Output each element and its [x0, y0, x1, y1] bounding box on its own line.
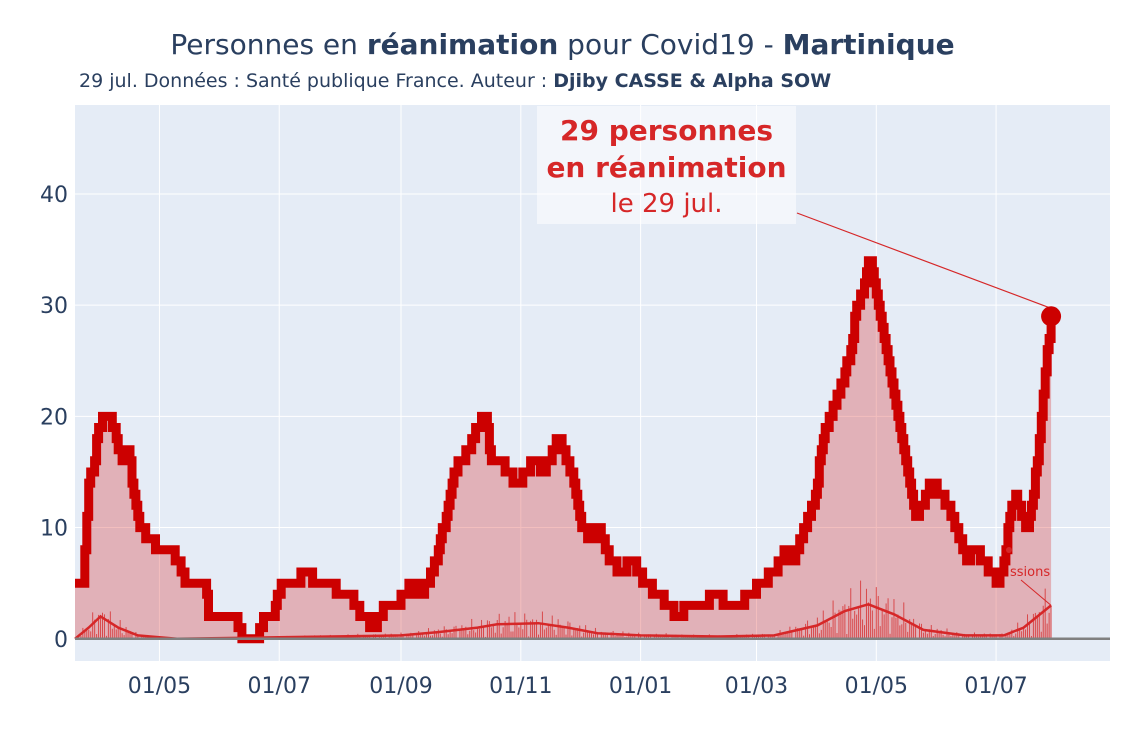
callout-line-2: en réanimation — [546, 151, 787, 184]
y-tick-label: 10 — [40, 517, 68, 542]
y-tick-label: 40 — [40, 183, 68, 208]
subtitle-authors: Djiby CASSE & Alpha SOW — [553, 70, 832, 92]
x-tick-label: 01/09 — [369, 674, 432, 699]
callout-line-3: le 29 jul. — [610, 189, 723, 219]
last-point-marker — [1041, 306, 1062, 327]
chart-title: Personnes en réanimation pour Covid19 - … — [0, 28, 1125, 61]
x-tick-label: 01/07 — [964, 674, 1027, 699]
x-tick-label: 01/11 — [489, 674, 552, 699]
x-tick-label: 01/01 — [609, 674, 672, 699]
callout-line-1: 29 personnes — [560, 114, 773, 147]
x-tick-label: 01/03 — [725, 674, 788, 699]
title-bold-part: réanimation — [366, 28, 559, 61]
chart-subtitle: 29 jul. Données : Santé publique France.… — [79, 70, 831, 92]
y-tick-label: 20 — [40, 405, 68, 430]
x-tick-label: 01/07 — [248, 674, 311, 699]
y-tick-label: 0 — [54, 628, 68, 653]
title-part: pour Covid19 - — [558, 28, 783, 61]
admissions-leader-line — [1020, 579, 1052, 606]
x-tick-label: 01/05 — [845, 674, 908, 699]
y-axis-ticks: 0 10 20 30 40 — [40, 183, 68, 653]
subtitle-source: 29 jul. Données : Santé publique France.… — [79, 70, 554, 92]
admissions-line — [74, 602, 1052, 641]
title-region: Martinique — [782, 28, 955, 61]
callout-leader-line — [796, 212, 1052, 309]
admissions-label-dot — [1006, 547, 1012, 553]
x-axis-ticks: 01/05 01/07 01/09 01/11 01/01 01/03 01/05 01/07 — [128, 674, 1028, 699]
admissions-label: ssions — [1010, 565, 1050, 580]
title-part: Personnes en — [170, 28, 367, 61]
x-tick-label: 01/05 — [128, 674, 191, 699]
y-tick-label: 30 — [40, 294, 68, 319]
latest-value-callout: 29 personnes en réanimation le 29 jul. — [537, 106, 796, 224]
